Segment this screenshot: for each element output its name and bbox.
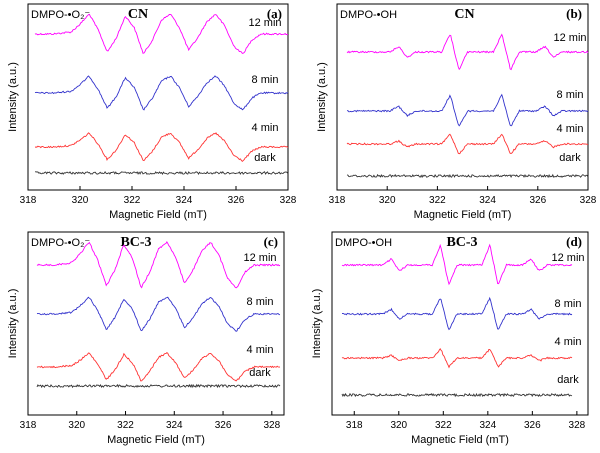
series-label: 8 min: [247, 296, 274, 308]
series-label: dark: [254, 152, 276, 164]
series-line-12-min: [341, 243, 573, 286]
panel-d: 318 320 322 324 326 328 Magnetic Field (mT) Int…: [311, 231, 589, 446]
x-tick-label: 322: [124, 195, 141, 206]
series-label: 8 min: [557, 89, 584, 101]
plot-frame: [336, 3, 589, 191]
x-tick-label: 324: [166, 420, 183, 431]
x-tick-label: 320: [379, 195, 396, 206]
x-tick-label: 322: [429, 195, 446, 206]
series-line-4-min: [341, 347, 573, 369]
x-tick-label: 328: [580, 195, 597, 206]
series-line-8-min: [341, 296, 573, 331]
series-label: 12 min: [553, 32, 586, 44]
y-axis-label: Intensity (a.u.): [7, 62, 19, 132]
y-axis-label: Intensity (a.u.): [316, 62, 328, 132]
x-tick-label: 328: [569, 420, 586, 431]
plot-frame: [27, 3, 289, 191]
series-label: 4 min: [557, 123, 584, 135]
legend-label: DMPO-•O₂⁻: [31, 237, 90, 249]
x-tick-label: 322: [435, 420, 452, 431]
legend-label: DMPO-•OH: [335, 237, 392, 249]
series-label: 8 min: [555, 298, 582, 310]
series-line-8-min: [36, 296, 281, 332]
x-tick-label: 326: [529, 195, 546, 206]
y-axis-label: Intensity (a.u.): [7, 289, 19, 359]
panel-tag: (a): [267, 6, 282, 21]
x-tick-label: 320: [72, 195, 89, 206]
series-line-12-min: [36, 241, 281, 289]
chart-title: BC-3: [120, 235, 151, 250]
series-label: 4 min: [555, 336, 582, 348]
x-axis-label: Magnetic Field (mT): [109, 209, 207, 221]
panel-b: 318 320 322 324 326 328 Magnetic Field (mT) Int…: [316, 3, 597, 221]
series-label: 4 min: [247, 344, 274, 356]
series-label: 4 min: [252, 122, 279, 134]
x-axis-label: Magnetic Field (mT): [411, 434, 509, 446]
series-label: 12 min: [248, 17, 281, 29]
x-tick-label: 318: [20, 420, 37, 431]
x-tick-label: 320: [390, 420, 407, 431]
series-line-4-min: [34, 132, 289, 163]
x-tick-label: 324: [479, 195, 496, 206]
series-line-dark: [35, 170, 289, 176]
series-line-8-min: [346, 93, 589, 127]
x-axis-label: Magnetic Field (mT): [414, 209, 512, 221]
x-tick-label: 324: [479, 420, 496, 431]
series-line-12-min: [34, 13, 289, 54]
legend-label: DMPO-•OH: [340, 9, 397, 21]
series-line-dark: [346, 173, 589, 179]
x-tick-label: 322: [117, 420, 134, 431]
series-label: dark: [559, 152, 581, 164]
series-label: dark: [249, 367, 271, 379]
plot-frame: [331, 231, 589, 416]
x-tick-label: 326: [215, 420, 232, 431]
chart-title: CN: [128, 7, 148, 22]
x-tick-label: 318: [20, 195, 37, 206]
x-tick-label: 324: [176, 195, 193, 206]
series-line-dark: [36, 383, 281, 389]
series-line-8-min: [34, 75, 289, 111]
x-tick-label: 328: [280, 195, 297, 206]
chart-title: BC-3: [446, 235, 477, 250]
x-axis-label: Magnetic Field (mT): [107, 434, 205, 446]
panel-c: 318 320 322 324 326 328 Magnetic Field (mT) Int…: [7, 231, 285, 446]
panel-tag: (c): [264, 234, 278, 249]
x-tick-label: 326: [228, 195, 245, 206]
x-tick-label: 326: [524, 420, 541, 431]
series-label: 12 min: [551, 252, 584, 264]
series-label: 12 min: [243, 252, 276, 264]
panel-tag: (d): [566, 234, 582, 249]
series-line-12-min: [346, 33, 589, 71]
panel-tag: (b): [566, 6, 582, 21]
series-label: 8 min: [252, 74, 279, 86]
series-label: dark: [557, 374, 579, 386]
y-axis-label: Intensity (a.u.): [311, 289, 323, 359]
plot-frame: [27, 231, 285, 416]
series-line-dark: [341, 392, 573, 398]
panel-a: 318 320 322 324 326 328 Magnetic Field (mT) Int…: [7, 3, 297, 221]
chart-title: CN: [454, 7, 474, 22]
legend-label: DMPO-•O₂⁻: [31, 9, 90, 21]
x-tick-label: 318: [346, 420, 363, 431]
series-line-4-min: [346, 133, 589, 155]
x-tick-label: 328: [263, 420, 280, 431]
series-line-4-min: [36, 351, 281, 382]
x-tick-label: 318: [329, 195, 346, 206]
x-tick-label: 320: [68, 420, 85, 431]
